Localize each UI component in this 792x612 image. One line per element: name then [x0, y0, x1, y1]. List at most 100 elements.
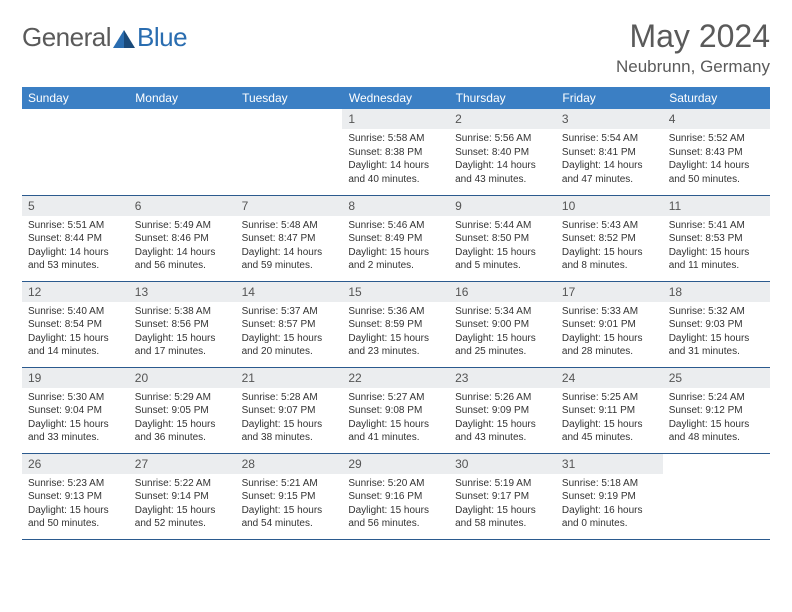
daylight-label: Daylight: 14 hours and 43 minutes.	[455, 159, 550, 186]
calendar-cell: 2Sunrise: 5:56 AMSunset: 8:40 PMDaylight…	[449, 109, 556, 195]
brand-general: General	[22, 22, 111, 53]
daylight-label: Daylight: 14 hours and 50 minutes.	[669, 159, 764, 186]
sunset-label: Sunset: 8:41 PM	[562, 146, 657, 160]
day-details: Sunrise: 5:43 AMSunset: 8:52 PMDaylight:…	[556, 216, 663, 277]
daylight-label: Daylight: 14 hours and 53 minutes.	[28, 246, 123, 273]
calendar-cell: 3Sunrise: 5:54 AMSunset: 8:41 PMDaylight…	[556, 109, 663, 195]
daylight-label: Daylight: 15 hours and 14 minutes.	[28, 332, 123, 359]
calendar-row: 1Sunrise: 5:58 AMSunset: 8:38 PMDaylight…	[22, 109, 770, 195]
sunrise-label: Sunrise: 5:25 AM	[562, 391, 657, 405]
sunset-label: Sunset: 9:19 PM	[562, 490, 657, 504]
day-details: Sunrise: 5:46 AMSunset: 8:49 PMDaylight:…	[342, 216, 449, 277]
daylight-label: Daylight: 15 hours and 5 minutes.	[455, 246, 550, 273]
calendar-cell: 21Sunrise: 5:28 AMSunset: 9:07 PMDayligh…	[236, 367, 343, 453]
sunrise-label: Sunrise: 5:51 AM	[28, 219, 123, 233]
daylight-label: Daylight: 15 hours and 58 minutes.	[455, 504, 550, 531]
sunrise-label: Sunrise: 5:20 AM	[348, 477, 443, 491]
sunrise-label: Sunrise: 5:33 AM	[562, 305, 657, 319]
calendar-cell: 19Sunrise: 5:30 AMSunset: 9:04 PMDayligh…	[22, 367, 129, 453]
day-details: Sunrise: 5:41 AMSunset: 8:53 PMDaylight:…	[663, 216, 770, 277]
sunset-label: Sunset: 9:09 PM	[455, 404, 550, 418]
sunset-label: Sunset: 9:14 PM	[135, 490, 230, 504]
sunset-label: Sunset: 9:15 PM	[242, 490, 337, 504]
day-number: 23	[449, 368, 556, 388]
day-number: 28	[236, 454, 343, 474]
calendar-row: 12Sunrise: 5:40 AMSunset: 8:54 PMDayligh…	[22, 281, 770, 367]
daylight-label: Daylight: 15 hours and 36 minutes.	[135, 418, 230, 445]
sunrise-label: Sunrise: 5:54 AM	[562, 132, 657, 146]
sunset-label: Sunset: 9:07 PM	[242, 404, 337, 418]
daylight-label: Daylight: 15 hours and 41 minutes.	[348, 418, 443, 445]
sunrise-label: Sunrise: 5:34 AM	[455, 305, 550, 319]
month-title: May 2024	[616, 18, 770, 55]
daylight-label: Daylight: 15 hours and 56 minutes.	[348, 504, 443, 531]
sunset-label: Sunset: 8:56 PM	[135, 318, 230, 332]
day-details: Sunrise: 5:19 AMSunset: 9:17 PMDaylight:…	[449, 474, 556, 535]
calendar-page: General Blue May 2024 Neubrunn, Germany …	[0, 0, 792, 558]
brand-mark-icon	[113, 28, 135, 48]
daylight-label: Daylight: 14 hours and 40 minutes.	[348, 159, 443, 186]
calendar-cell	[129, 109, 236, 195]
day-number: 20	[129, 368, 236, 388]
sunrise-label: Sunrise: 5:49 AM	[135, 219, 230, 233]
daylight-label: Daylight: 15 hours and 50 minutes.	[28, 504, 123, 531]
day-number: 31	[556, 454, 663, 474]
daylight-label: Daylight: 14 hours and 59 minutes.	[242, 246, 337, 273]
calendar-cell: 25Sunrise: 5:24 AMSunset: 9:12 PMDayligh…	[663, 367, 770, 453]
day-number: 3	[556, 109, 663, 129]
daylight-label: Daylight: 14 hours and 56 minutes.	[135, 246, 230, 273]
sunset-label: Sunset: 8:46 PM	[135, 232, 230, 246]
day-details: Sunrise: 5:29 AMSunset: 9:05 PMDaylight:…	[129, 388, 236, 449]
day-details: Sunrise: 5:23 AMSunset: 9:13 PMDaylight:…	[22, 474, 129, 535]
calendar-body: 1Sunrise: 5:58 AMSunset: 8:38 PMDaylight…	[22, 109, 770, 539]
day-details: Sunrise: 5:27 AMSunset: 9:08 PMDaylight:…	[342, 388, 449, 449]
sunrise-label: Sunrise: 5:37 AM	[242, 305, 337, 319]
sunrise-label: Sunrise: 5:40 AM	[28, 305, 123, 319]
day-details: Sunrise: 5:38 AMSunset: 8:56 PMDaylight:…	[129, 302, 236, 363]
calendar-cell: 8Sunrise: 5:46 AMSunset: 8:49 PMDaylight…	[342, 195, 449, 281]
page-header: General Blue May 2024 Neubrunn, Germany	[22, 18, 770, 77]
calendar-cell: 7Sunrise: 5:48 AMSunset: 8:47 PMDaylight…	[236, 195, 343, 281]
sunset-label: Sunset: 8:54 PM	[28, 318, 123, 332]
calendar-cell: 24Sunrise: 5:25 AMSunset: 9:11 PMDayligh…	[556, 367, 663, 453]
sunset-label: Sunset: 8:44 PM	[28, 232, 123, 246]
weekday-header: Friday	[556, 87, 663, 109]
calendar-cell: 31Sunrise: 5:18 AMSunset: 9:19 PMDayligh…	[556, 453, 663, 539]
sunset-label: Sunset: 9:17 PM	[455, 490, 550, 504]
sunrise-label: Sunrise: 5:46 AM	[348, 219, 443, 233]
day-details: Sunrise: 5:51 AMSunset: 8:44 PMDaylight:…	[22, 216, 129, 277]
calendar-cell	[663, 453, 770, 539]
day-number: 17	[556, 282, 663, 302]
calendar-cell: 23Sunrise: 5:26 AMSunset: 9:09 PMDayligh…	[449, 367, 556, 453]
day-details: Sunrise: 5:56 AMSunset: 8:40 PMDaylight:…	[449, 129, 556, 190]
sunrise-label: Sunrise: 5:26 AM	[455, 391, 550, 405]
daylight-label: Daylight: 16 hours and 0 minutes.	[562, 504, 657, 531]
day-number: 12	[22, 282, 129, 302]
calendar-cell: 13Sunrise: 5:38 AMSunset: 8:56 PMDayligh…	[129, 281, 236, 367]
daylight-label: Daylight: 15 hours and 54 minutes.	[242, 504, 337, 531]
day-number: 21	[236, 368, 343, 388]
calendar-head: Sunday Monday Tuesday Wednesday Thursday…	[22, 87, 770, 109]
sunset-label: Sunset: 9:11 PM	[562, 404, 657, 418]
day-details: Sunrise: 5:40 AMSunset: 8:54 PMDaylight:…	[22, 302, 129, 363]
sunrise-label: Sunrise: 5:29 AM	[135, 391, 230, 405]
daylight-label: Daylight: 15 hours and 33 minutes.	[28, 418, 123, 445]
sunset-label: Sunset: 8:53 PM	[669, 232, 764, 246]
sunrise-label: Sunrise: 5:24 AM	[669, 391, 764, 405]
daylight-label: Daylight: 15 hours and 20 minutes.	[242, 332, 337, 359]
calendar-cell: 1Sunrise: 5:58 AMSunset: 8:38 PMDaylight…	[342, 109, 449, 195]
sunset-label: Sunset: 8:59 PM	[348, 318, 443, 332]
day-details: Sunrise: 5:22 AMSunset: 9:14 PMDaylight:…	[129, 474, 236, 535]
day-number: 7	[236, 196, 343, 216]
daylight-label: Daylight: 15 hours and 38 minutes.	[242, 418, 337, 445]
calendar-cell: 26Sunrise: 5:23 AMSunset: 9:13 PMDayligh…	[22, 453, 129, 539]
day-details: Sunrise: 5:58 AMSunset: 8:38 PMDaylight:…	[342, 129, 449, 190]
sunrise-label: Sunrise: 5:41 AM	[669, 219, 764, 233]
sunset-label: Sunset: 9:05 PM	[135, 404, 230, 418]
calendar-cell: 27Sunrise: 5:22 AMSunset: 9:14 PMDayligh…	[129, 453, 236, 539]
calendar-row: 5Sunrise: 5:51 AMSunset: 8:44 PMDaylight…	[22, 195, 770, 281]
day-number: 27	[129, 454, 236, 474]
day-details: Sunrise: 5:54 AMSunset: 8:41 PMDaylight:…	[556, 129, 663, 190]
weekday-header: Tuesday	[236, 87, 343, 109]
title-block: May 2024 Neubrunn, Germany	[616, 18, 770, 77]
